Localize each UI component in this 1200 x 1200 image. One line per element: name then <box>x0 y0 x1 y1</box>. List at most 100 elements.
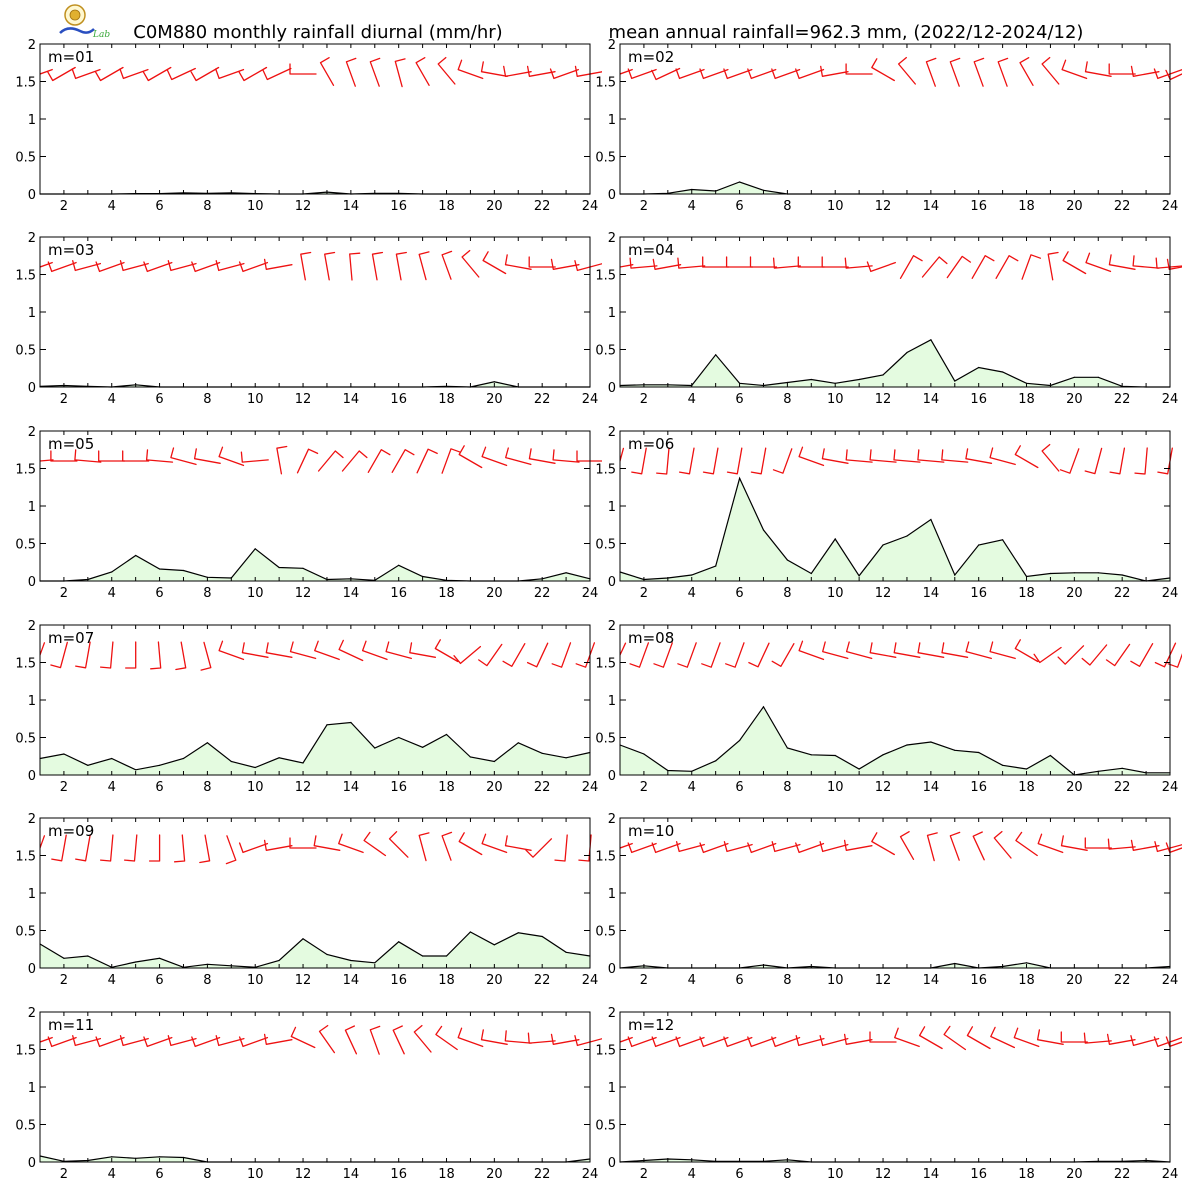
wind-barb <box>526 642 549 668</box>
y-tick-label: 0.5 <box>15 344 36 359</box>
wind-barb <box>175 641 187 671</box>
wind-barb <box>651 67 681 81</box>
wind-barb <box>747 842 777 854</box>
wind-barb <box>1041 56 1060 85</box>
x-tick-label: 10 <box>247 780 264 795</box>
wind-barb <box>150 641 162 670</box>
wind-barb <box>550 1033 580 1045</box>
x-tick-label: 6 <box>155 780 163 795</box>
rain-area <box>620 478 1170 581</box>
wind-barbs <box>40 445 602 475</box>
wind-barb <box>723 841 753 853</box>
wind-barb <box>620 842 633 849</box>
x-tick-label: 16 <box>390 973 407 988</box>
wind-barb <box>1084 447 1103 475</box>
wind-barb <box>1154 642 1177 668</box>
y-tick-label: 2 <box>608 231 616 246</box>
y-tick-label: 0 <box>608 769 616 784</box>
wind-barb <box>965 448 993 464</box>
wind-barb <box>795 68 825 80</box>
wind-barb <box>415 57 430 86</box>
wind-barb <box>218 446 245 467</box>
y-tick-label: 0 <box>28 188 36 203</box>
x-tick-label: 18 <box>438 780 455 795</box>
x-tick-label: 12 <box>295 199 312 214</box>
rain-point <box>111 757 113 760</box>
rain-point <box>715 354 717 356</box>
wind-barb <box>480 61 508 77</box>
rain-point <box>206 742 208 744</box>
wind-barb <box>747 1036 777 1048</box>
x-tick-label: 6 <box>735 586 743 601</box>
x-tick-label: 20 <box>486 1167 503 1182</box>
wind-barb <box>413 1024 432 1053</box>
wind-barb <box>461 249 480 278</box>
wind-barb <box>1060 1031 1088 1043</box>
wind-barb <box>480 1029 508 1045</box>
wind-barb <box>324 251 336 281</box>
wind-barb <box>361 640 388 661</box>
x-tick-label: 14 <box>343 1167 360 1182</box>
wind-barb <box>99 641 114 669</box>
x-tick-label: 4 <box>108 586 116 601</box>
x-tick-label: 22 <box>1114 780 1131 795</box>
wind-barb <box>289 837 317 849</box>
rain-line <box>39 931 591 968</box>
wind-barbs <box>620 639 1182 668</box>
wind-barb <box>504 1030 532 1044</box>
wind-barb <box>367 449 391 473</box>
rain-point <box>762 529 765 531</box>
x-tick-label: 10 <box>247 1167 264 1182</box>
y-tick-label: 0 <box>608 381 616 396</box>
y-tick-label: 0 <box>608 1156 616 1171</box>
wind-barbs <box>620 56 1182 87</box>
x-tick-label: 16 <box>390 586 407 601</box>
x-tick-label: 6 <box>155 586 163 601</box>
wind-barb <box>1106 1033 1136 1045</box>
x-tick-label: 16 <box>970 973 987 988</box>
wind-barb <box>458 832 483 856</box>
y-tick-label: 2 <box>608 812 616 827</box>
x-tick-label: 8 <box>203 780 211 795</box>
rain-point <box>493 944 495 946</box>
wind-barb <box>675 841 705 853</box>
chart-title-left: C0M880 monthly rainfall diurnal (mm/hr) <box>133 22 502 43</box>
wind-barb <box>797 256 825 268</box>
wind-barb <box>193 448 221 464</box>
x-tick-label: 22 <box>534 780 551 795</box>
logo-seal-inner-icon <box>69 9 81 21</box>
wind-barb <box>50 450 78 462</box>
wind-barb <box>148 834 161 862</box>
panel-label: m=03 <box>48 241 94 259</box>
plot-frame <box>39 43 591 195</box>
x-tick-label: 24 <box>1162 973 1179 988</box>
x-tick-label: 8 <box>783 1167 791 1182</box>
x-tick-label: 18 <box>1018 199 1035 214</box>
y-tick-label: 0.5 <box>15 925 36 940</box>
wind-barb <box>363 831 387 857</box>
y-tick-label: 1 <box>28 113 36 128</box>
wind-barb <box>238 1036 269 1048</box>
x-tick-label: 10 <box>827 586 844 601</box>
y-tick-label: 0 <box>28 1156 36 1171</box>
chart-title-right: mean annual rainfall=962.3 mm, (2022/12-… <box>609 22 1084 43</box>
x-tick-label: 20 <box>1066 973 1083 988</box>
x-tick-label: 22 <box>1114 973 1131 988</box>
x-tick-label: 18 <box>1018 586 1035 601</box>
wind-barb <box>990 1026 1016 1049</box>
wind-barb <box>989 447 1016 466</box>
x-tick-label: 2 <box>60 780 68 795</box>
y-tick-label: 0.5 <box>595 732 616 747</box>
rain-point <box>858 575 860 577</box>
wind-barb <box>871 832 895 856</box>
wind-barb <box>170 447 197 466</box>
rain-point <box>954 962 956 965</box>
x-tick-label: 8 <box>203 392 211 407</box>
wind-barb <box>747 68 777 80</box>
panel-m=08: 00.511.522 4 6 8 10 12 14 16 18 20 22 24m=08 <box>595 619 1182 795</box>
rain-point <box>493 381 495 383</box>
rain-point <box>1121 767 1123 769</box>
x-tick-label: 16 <box>390 199 407 214</box>
rain-point <box>135 961 137 963</box>
x-tick-label: 16 <box>970 392 987 407</box>
